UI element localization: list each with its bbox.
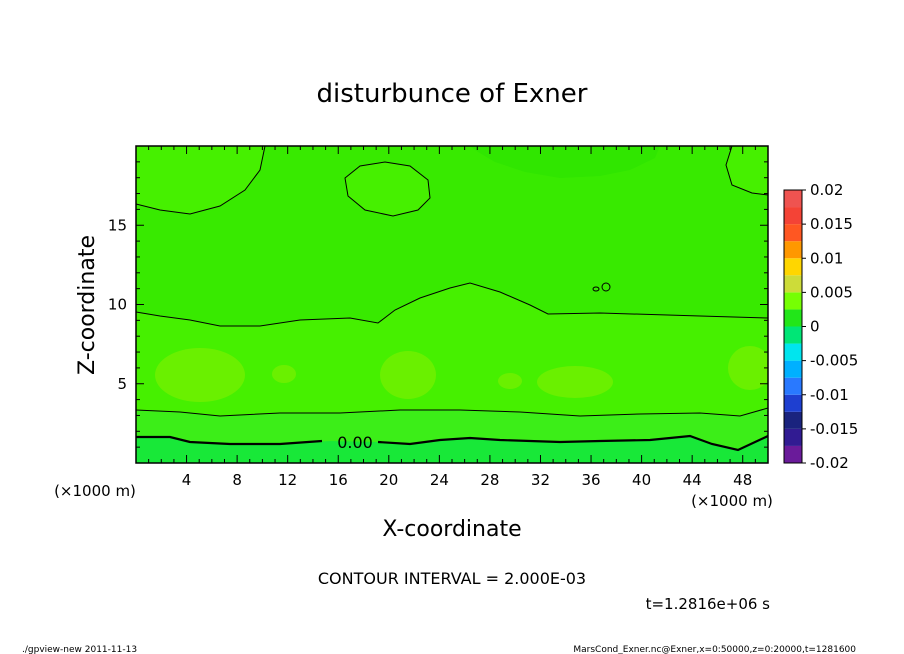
y-tick-label: 15 — [108, 216, 127, 234]
chart-title: disturbunce of Exner — [317, 79, 588, 109]
colorbar-tick-label: 0 — [810, 318, 820, 336]
field-blob — [498, 373, 522, 389]
x-tick-label: 44 — [683, 471, 702, 489]
y-axis-label: Z-coordinate — [75, 235, 100, 375]
field-blob-top-right — [726, 146, 768, 195]
x-axis-units-right: (×1000 m) — [691, 492, 773, 510]
x-axis-units-left: (×1000 m) — [54, 482, 136, 500]
colorbar-swatch — [784, 292, 802, 310]
x-tick-label: 4 — [182, 471, 192, 489]
colorbar-swatch — [784, 377, 802, 395]
contour-line — [136, 146, 266, 215]
colorbar-swatch — [784, 326, 802, 344]
x-tick-label: 36 — [581, 471, 600, 489]
colorbar-tick-label: 0.01 — [810, 249, 843, 267]
x-axis-label: X-coordinate — [382, 517, 521, 542]
colorbar-tick-label: -0.01 — [810, 386, 849, 404]
colorbar-swatch — [784, 411, 802, 429]
field-blob — [380, 351, 436, 399]
field-blob — [155, 348, 245, 402]
y-tick-label: 10 — [108, 296, 127, 314]
x-tick-label: 12 — [278, 471, 297, 489]
time-text: t=1.2816e+06 s — [646, 595, 771, 613]
colorbar-swatch — [784, 275, 802, 293]
contour-line — [592, 286, 600, 292]
colorbar-swatch — [784, 360, 802, 378]
field-top-center — [470, 146, 660, 178]
contour-field — [136, 146, 768, 463]
colorbar-tick-label: 0.005 — [810, 283, 853, 301]
colorbar-swatch — [784, 207, 802, 225]
footer-left: ./gpview-new 2011-11-13 — [22, 645, 137, 654]
x-tick-label: 24 — [430, 471, 449, 489]
colorbar-swatch — [784, 241, 802, 259]
field-blob — [272, 365, 296, 383]
colorbar-tick-label: 0.015 — [810, 215, 853, 233]
x-tick-label: 40 — [632, 471, 651, 489]
x-axis-ticks: 4 8 12 16 20 24 28 32 36 40 44 48 — [148, 146, 756, 489]
colorbar-swatch — [784, 190, 802, 208]
contour-label: 0.00 — [337, 433, 373, 452]
field-blob-top-mid — [345, 162, 430, 216]
field-blob — [537, 366, 613, 398]
contour-line-zero — [136, 434, 768, 452]
colorbar-swatch — [784, 445, 802, 463]
field-blob-top-left — [136, 146, 265, 214]
colorbar-labels: 0.02 0.015 0.01 0.005 0 -0.005 -0.01 -0.015 -0.0… — [802, 181, 858, 472]
colorbar — [783, 189, 803, 464]
x-tick-label: 48 — [733, 471, 752, 489]
colorbar-tick-label: -0.02 — [810, 454, 849, 472]
contour-line — [136, 407, 768, 417]
footer-right: MarsCond_Exner.nc@Exner,x=0:50000,z=0:20… — [573, 645, 856, 654]
contour-line — [344, 161, 431, 217]
colorbar-tick-label: -0.005 — [810, 352, 858, 370]
colorbar-swatch — [784, 343, 802, 361]
field-blob — [728, 346, 768, 390]
x-tick-label: 20 — [379, 471, 398, 489]
colorbar-swatch — [784, 258, 802, 276]
field-band-upper — [136, 146, 768, 326]
y-tick-label: 5 — [117, 375, 127, 393]
contour-line — [136, 282, 768, 327]
contour-line — [601, 282, 611, 292]
contour-interval-text: CONTOUR INTERVAL = 2.000E-03 — [318, 569, 586, 588]
field-band-bottom — [136, 436, 768, 463]
contour-line — [725, 146, 768, 196]
colorbar-swatch — [784, 428, 802, 446]
x-tick-label: 16 — [329, 471, 348, 489]
colorbar-swatch — [784, 394, 802, 412]
colorbar-tick-label: 0.02 — [810, 181, 843, 199]
y-axis-ticks: 5 10 15 — [108, 161, 768, 448]
colorbar-swatch — [784, 224, 802, 242]
colorbar-tick-label: -0.015 — [810, 420, 858, 438]
x-tick-label: 28 — [480, 471, 499, 489]
x-tick-label: 8 — [232, 471, 242, 489]
x-tick-label: 32 — [531, 471, 550, 489]
colorbar-swatch — [784, 309, 802, 327]
